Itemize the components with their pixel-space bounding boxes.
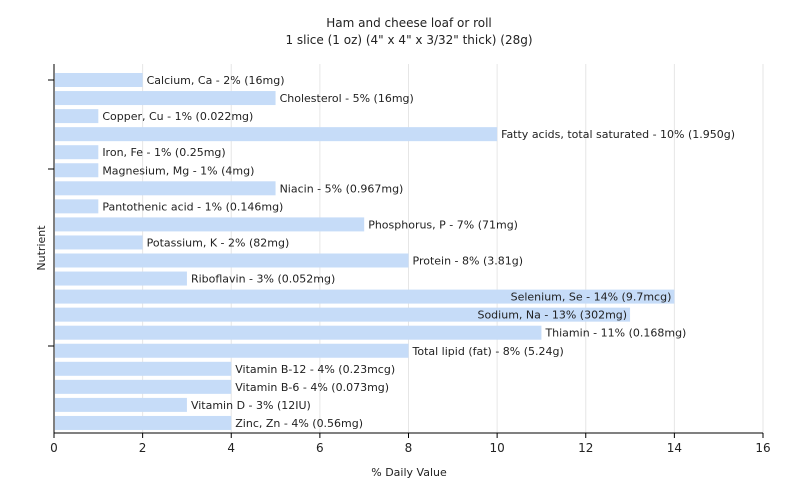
bar: [55, 271, 187, 286]
bar-label: Phosphorus, P - 7% (71mg): [368, 218, 518, 231]
bar-label: Potassium, K - 2% (82mg): [147, 236, 290, 249]
bar-label: Riboflavin - 3% (0.052mg): [191, 273, 335, 286]
bar-label: Calcium, Ca - 2% (16mg): [147, 74, 285, 87]
bar-label: Niacin - 5% (0.967mg): [280, 182, 404, 195]
bar-label: Cholesterol - 5% (16mg): [280, 92, 414, 105]
bar: [55, 163, 99, 178]
bar-label: Protein - 8% (3.81g): [413, 255, 524, 268]
bar-label: Copper, Cu - 1% (0.022mg): [102, 110, 253, 123]
bar: [55, 289, 675, 304]
chart-title: Ham and cheese loaf or roll: [326, 16, 492, 30]
x-tick-label: 2: [139, 441, 147, 455]
bar: [55, 325, 542, 340]
bar-label: Pantothenic acid - 1% (0.146mg): [102, 200, 283, 213]
bar-label: Iron, Fe - 1% (0.25mg): [102, 146, 225, 159]
bar-label: Selenium, Se - 14% (9.7mcg): [511, 291, 672, 304]
bar: [55, 235, 143, 250]
x-tick-label: 4: [227, 441, 235, 455]
bar-label: Vitamin B-6 - 4% (0.073mg): [235, 381, 389, 394]
bar: [55, 415, 232, 430]
bar-label: Sodium, Na - 13% (302mg): [477, 309, 627, 322]
x-tick-label: 6: [316, 441, 324, 455]
bar-label: Thiamin - 11% (0.168mg): [544, 327, 686, 340]
gridlines: [142, 64, 764, 433]
bar: [55, 73, 143, 87]
bar: [55, 361, 232, 376]
bar: [55, 145, 99, 160]
x-tick-label: 12: [578, 441, 593, 455]
y-axis-label: Nutrient: [35, 225, 48, 271]
bar: [55, 91, 276, 106]
bar: [55, 253, 409, 268]
bar: [55, 127, 498, 142]
bars-group: Calcium, Ca - 2% (16mg) Cholesterol - 5% …: [55, 73, 735, 430]
bar: [55, 109, 99, 124]
x-tick-label: 14: [667, 441, 682, 455]
x-tick-label: 0: [50, 441, 58, 455]
axes-group: 0 2 4 6 8 10 12 14 16: [48, 64, 771, 455]
x-tick-label: 10: [489, 441, 504, 455]
bar-label: Zinc, Zn - 4% (0.56mg): [235, 417, 363, 430]
x-axis-label: % Daily Value: [371, 466, 447, 479]
bar: [55, 397, 187, 412]
bar-label: Total lipid (fat) - 8% (5.24g): [412, 345, 564, 358]
bar-label: Magnesium, Mg - 1% (4mg): [102, 164, 254, 177]
bar: [55, 379, 232, 394]
bar: [55, 199, 99, 214]
chart-subtitle: 1 slice (1 oz) (4" x 4" x 3/32" thick) (…: [285, 33, 532, 47]
bar: [55, 343, 409, 358]
bar-label: Vitamin B-12 - 4% (0.23mcg): [235, 363, 395, 376]
bar: [55, 307, 631, 322]
bar-label: Fatty acids, total saturated - 10% (1.95…: [501, 128, 735, 141]
x-tick-label: 8: [405, 441, 413, 455]
x-tick-label: 16: [755, 441, 770, 455]
bar-label: Vitamin D - 3% (12IU): [191, 399, 311, 412]
bar: [55, 181, 276, 196]
bar: [55, 217, 365, 232]
